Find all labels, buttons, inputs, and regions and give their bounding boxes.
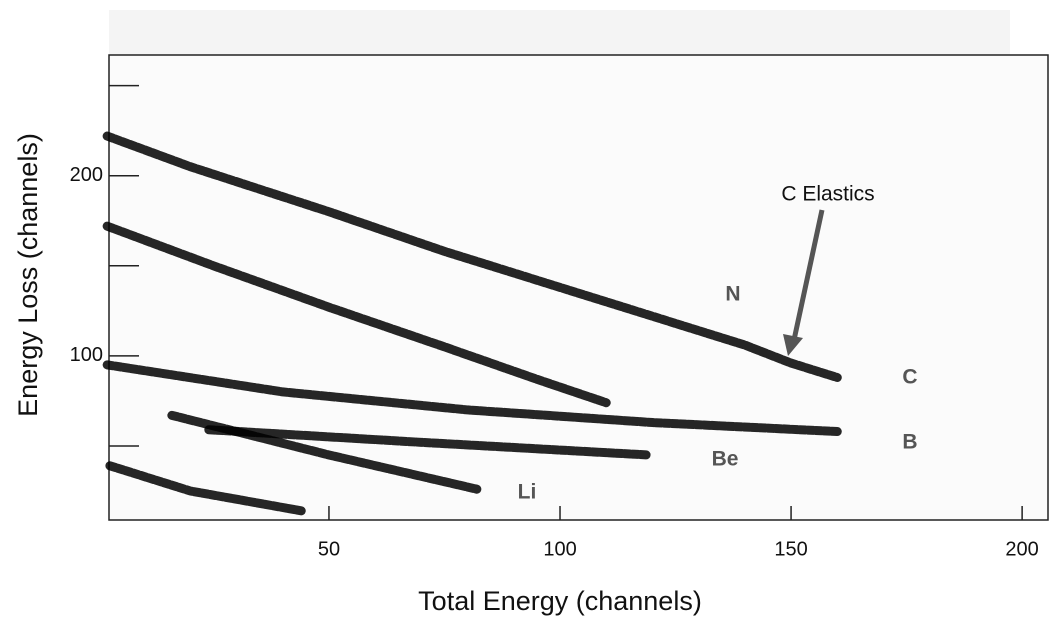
x-axis-label: Total Energy (channels): [418, 586, 702, 616]
y-axis-label: Energy Loss (channels): [13, 133, 43, 417]
band: [105, 461, 306, 516]
band: [102, 221, 611, 408]
header-band: [109, 10, 1010, 55]
band: [102, 131, 842, 382]
annotation: Be: [712, 448, 739, 471]
x-tick-label: 50: [318, 538, 340, 560]
annotation: N: [725, 283, 740, 306]
band: [204, 425, 653, 460]
x-tick-label: 150: [774, 538, 807, 560]
band: [102, 360, 842, 437]
x-tick-label: 200: [1005, 538, 1038, 560]
x-tick-label: 100: [543, 538, 576, 560]
y-tick-label: 100: [70, 344, 103, 366]
annotation: B: [902, 431, 917, 454]
annotation: C Elastics: [781, 183, 874, 206]
arrow-head: [783, 334, 803, 356]
annotation: C: [902, 366, 917, 389]
arrow: [791, 209, 825, 341]
y-tick-label: 200: [70, 164, 103, 186]
annotation: Li: [518, 481, 537, 504]
